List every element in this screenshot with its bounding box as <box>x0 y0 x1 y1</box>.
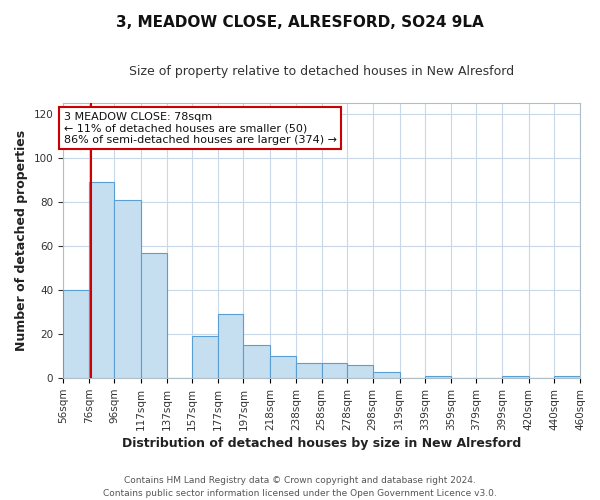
Bar <box>271 356 296 378</box>
Text: Contains HM Land Registry data © Crown copyright and database right 2024.
Contai: Contains HM Land Registry data © Crown c… <box>103 476 497 498</box>
Bar <box>114 200 141 378</box>
Bar <box>63 290 89 378</box>
Bar <box>141 252 167 378</box>
Bar <box>89 182 114 378</box>
Bar <box>425 376 451 378</box>
Bar <box>373 372 400 378</box>
Bar <box>502 376 529 378</box>
Bar <box>347 365 373 378</box>
Bar <box>554 376 580 378</box>
Bar <box>244 345 271 378</box>
Bar <box>218 314 244 378</box>
Bar <box>296 363 322 378</box>
Title: Size of property relative to detached houses in New Alresford: Size of property relative to detached ho… <box>129 65 514 78</box>
Y-axis label: Number of detached properties: Number of detached properties <box>15 130 28 351</box>
X-axis label: Distribution of detached houses by size in New Alresford: Distribution of detached houses by size … <box>122 437 521 450</box>
Bar <box>192 336 218 378</box>
Bar <box>322 363 347 378</box>
Text: 3, MEADOW CLOSE, ALRESFORD, SO24 9LA: 3, MEADOW CLOSE, ALRESFORD, SO24 9LA <box>116 15 484 30</box>
Text: 3 MEADOW CLOSE: 78sqm
← 11% of detached houses are smaller (50)
86% of semi-deta: 3 MEADOW CLOSE: 78sqm ← 11% of detached … <box>64 112 337 145</box>
